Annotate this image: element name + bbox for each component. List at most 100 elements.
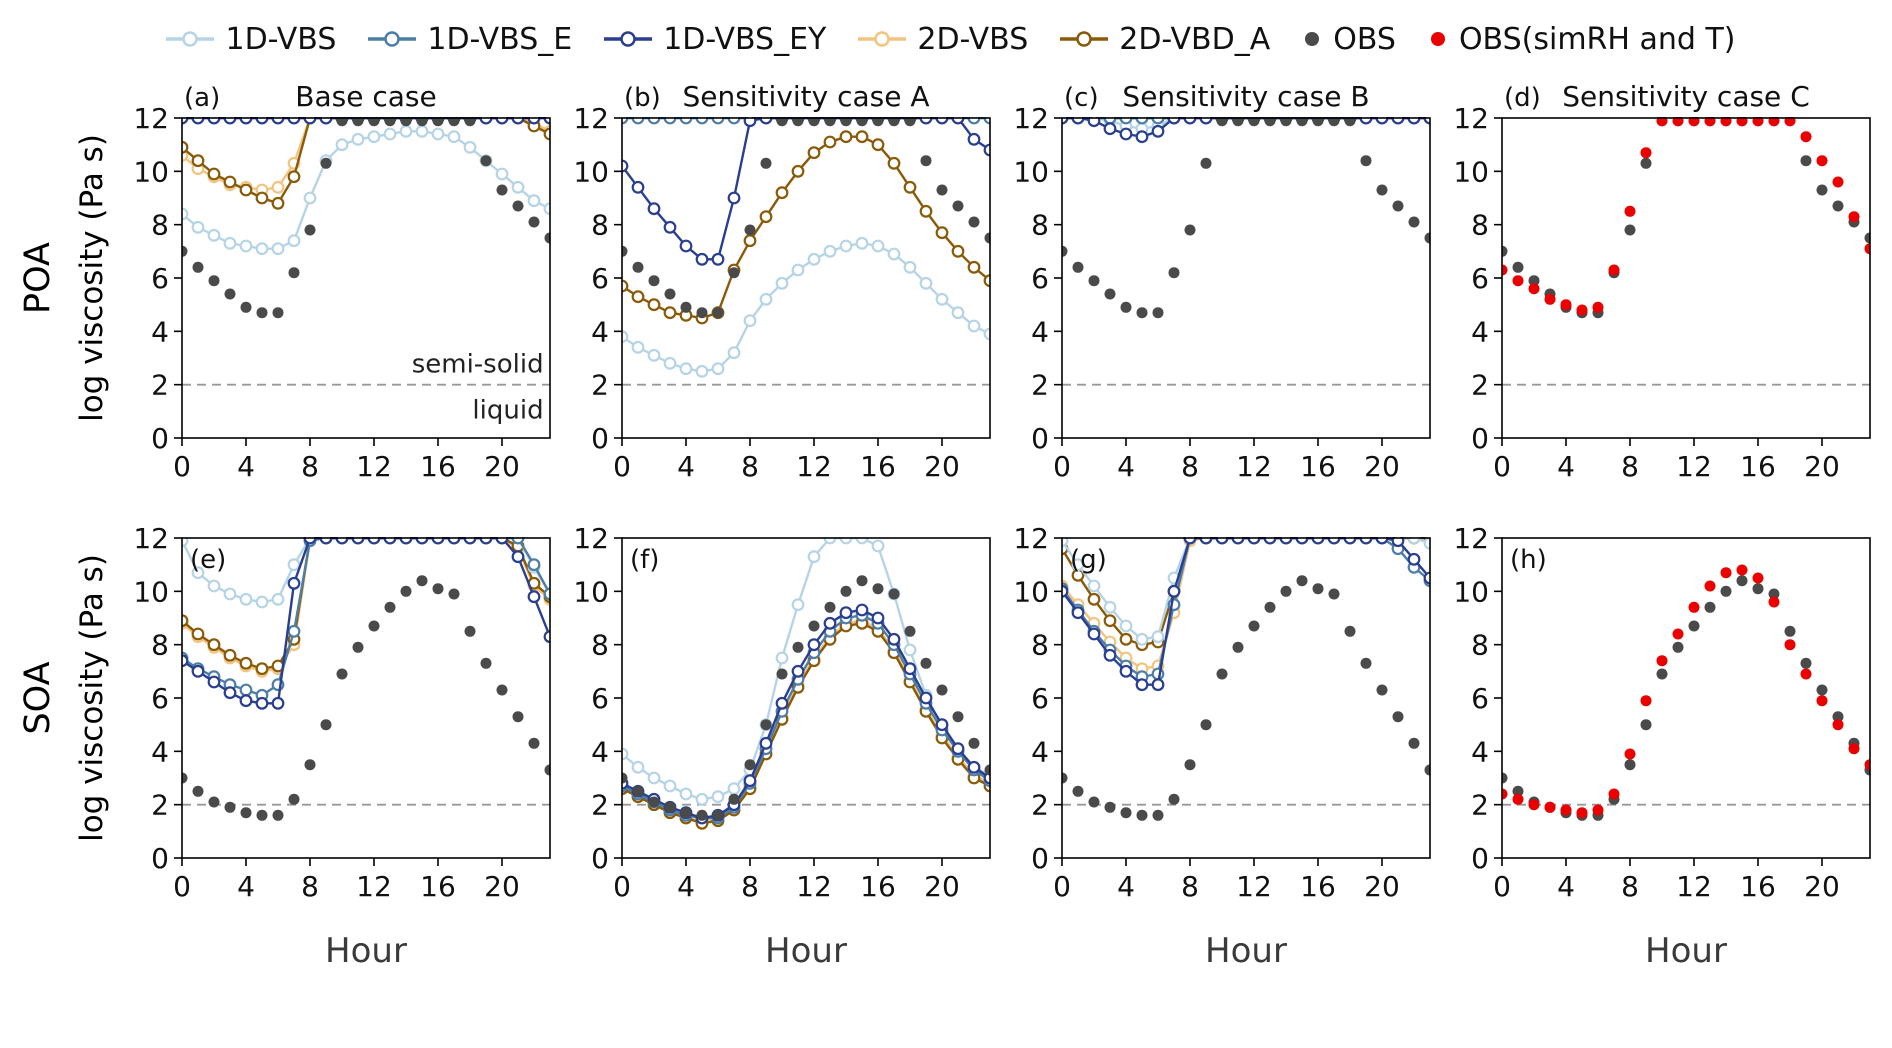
panel-letter: (g) bbox=[1070, 545, 1107, 575]
x-axis-label: Hour bbox=[1205, 931, 1287, 971]
axis-ticks: 0 4 8 12 16 20 0 2 4 6 8 10 12 bbox=[133, 522, 519, 903]
y-tick-label: 8 bbox=[1471, 209, 1489, 242]
series-layer bbox=[1502, 564, 1870, 821]
panel-g: 0 4 8 12 16 20 0 2 4 6 8 10 12 (g) Hour bbox=[1000, 498, 1440, 980]
x-tick-label: 4 bbox=[237, 870, 255, 903]
panel-e: 0 4 8 12 16 20 0 2 4 6 8 10 12 (e) Hour bbox=[120, 498, 560, 980]
x-tick-label: 20 bbox=[924, 870, 960, 903]
panel-a-chart: 0 4 8 12 16 20 0 2 4 6 8 10 12 Base case (a) semi-solid… bbox=[133, 80, 551, 483]
panel-f: 0 4 8 12 16 20 0 2 4 6 8 10 12 (f) Hour bbox=[560, 498, 1000, 980]
series-OBS bbox=[1062, 117, 1430, 319]
y-tick-label: 2 bbox=[151, 789, 169, 822]
y-tick-label: 0 bbox=[591, 842, 609, 875]
y-tick-label: 8 bbox=[591, 629, 609, 662]
x-tick-label: 20 bbox=[1804, 450, 1840, 483]
panel-letter: (h) bbox=[1510, 545, 1547, 575]
axes-frame bbox=[181, 537, 551, 859]
panel-title: Sensitivity case C bbox=[1562, 80, 1810, 113]
y-tick-label: 2 bbox=[1031, 789, 1049, 822]
series-layer bbox=[622, 117, 990, 378]
y-tick-label: 12 bbox=[133, 102, 169, 135]
x-tick-label: 12 bbox=[1236, 870, 1272, 903]
series-OBS bbox=[622, 575, 990, 821]
panel-letter: (d) bbox=[1504, 83, 1541, 113]
axes-frame bbox=[1501, 117, 1871, 439]
series-OBS bbox=[182, 575, 550, 821]
y-tick-label: 4 bbox=[591, 735, 609, 768]
y-tick-label: 10 bbox=[1453, 575, 1489, 608]
y-tick-label: 2 bbox=[1471, 789, 1489, 822]
axes-frame bbox=[1501, 537, 1871, 859]
legend-label: OBS(simRH and T) bbox=[1458, 21, 1736, 57]
y-tick-label: 0 bbox=[1471, 842, 1489, 875]
series-OBS bbox=[1062, 575, 1430, 821]
panel-g-chart: 0 4 8 12 16 20 0 2 4 6 8 10 12 (g) Hour bbox=[1013, 522, 1431, 971]
y-tick-label: 10 bbox=[133, 155, 169, 188]
x-tick-label: 20 bbox=[484, 450, 520, 483]
axis-ticks: 0 4 8 12 16 20 0 2 4 6 8 10 12 bbox=[133, 102, 519, 483]
x-tick-label: 8 bbox=[1181, 870, 1199, 903]
series-1D-VBS_E bbox=[182, 537, 550, 702]
series-layer bbox=[1062, 117, 1430, 319]
legend-label: 1D-VBS_EY bbox=[663, 21, 827, 57]
x-tick-label: 0 bbox=[173, 450, 191, 483]
series-OBS bbox=[182, 117, 550, 319]
panel-b-chart: 0 4 8 12 16 20 0 2 4 6 8 10 12 Sensitivity case A (b) bbox=[573, 80, 991, 483]
y-tick-label: 4 bbox=[151, 735, 169, 768]
axes-frame bbox=[181, 117, 551, 439]
axis-ticks: 0 4 8 12 16 20 0 2 4 6 8 10 12 bbox=[1013, 522, 1399, 903]
series-2D-VBD_A bbox=[622, 130, 990, 325]
y-tick-label: 12 bbox=[1453, 102, 1489, 135]
series-layer bbox=[182, 117, 550, 319]
panel-letter: (b) bbox=[624, 83, 661, 113]
x-tick-label: 16 bbox=[420, 870, 456, 903]
x-tick-label: 8 bbox=[741, 450, 759, 483]
legend-line-circle-icon bbox=[858, 31, 907, 47]
y-tick-label: 2 bbox=[151, 369, 169, 402]
legend-line-circle-icon bbox=[166, 31, 215, 47]
y-tick-label: 6 bbox=[151, 262, 169, 295]
y-tick-label: 2 bbox=[591, 369, 609, 402]
x-axis-label: Hour bbox=[325, 931, 407, 971]
y-tick-label: 0 bbox=[1031, 842, 1049, 875]
x-tick-label: 0 bbox=[613, 450, 631, 483]
x-tick-label: 0 bbox=[1493, 450, 1511, 483]
panel-c-chart: 0 4 8 12 16 20 0 2 4 6 8 10 12 Sensitivity case B (c) bbox=[1013, 80, 1431, 483]
series-1D-VBS bbox=[1062, 537, 1430, 646]
x-tick-label: 20 bbox=[1804, 870, 1840, 903]
y-tick-label: 8 bbox=[1031, 209, 1049, 242]
y-tick-label: 8 bbox=[1031, 629, 1049, 662]
x-tick-label: 8 bbox=[1181, 450, 1199, 483]
y-tick-label: 0 bbox=[591, 422, 609, 455]
x-tick-label: 0 bbox=[613, 870, 631, 903]
y-tick-label: 10 bbox=[573, 155, 609, 188]
panel-f-chart: 0 4 8 12 16 20 0 2 4 6 8 10 12 (f) Hour bbox=[573, 522, 991, 971]
y-tick-label: 0 bbox=[1031, 422, 1049, 455]
row-label-soa: SOA bbox=[18, 661, 58, 735]
x-tick-label: 4 bbox=[1557, 870, 1575, 903]
legend-label: 1D-VBS_E bbox=[427, 21, 573, 57]
x-tick-label: 12 bbox=[796, 870, 832, 903]
x-tick-label: 16 bbox=[1740, 450, 1776, 483]
y-tick-label: 4 bbox=[1471, 315, 1489, 348]
y-tick-label: 6 bbox=[591, 262, 609, 295]
y-axis-label-soa: log viscosity (Pa s) bbox=[74, 554, 110, 842]
y-tick-label: 4 bbox=[1031, 315, 1049, 348]
legend: 1D-VBS 1D-VBS_E 1D-VBS_EY 2D-VBS 2D-VBD_A OBS… bbox=[8, 12, 1892, 66]
axis-ticks: 0 4 8 12 16 20 0 2 4 6 8 10 12 bbox=[573, 102, 959, 483]
x-tick-label: 20 bbox=[924, 450, 960, 483]
series-OBS(simRH and T) bbox=[1502, 564, 1870, 819]
y-tick-label: 12 bbox=[1013, 522, 1049, 555]
legend-item: 1D-VBS_EY bbox=[602, 22, 826, 57]
x-tick-label: 12 bbox=[356, 870, 392, 903]
y-tick-label: 12 bbox=[573, 522, 609, 555]
y-tick-label: 4 bbox=[591, 315, 609, 348]
series-OBS(simRH and T) bbox=[1502, 117, 1870, 316]
axes-frame bbox=[621, 117, 991, 439]
y-axis-label-poa: log viscosity (Pa s) bbox=[74, 134, 110, 422]
series-OBS bbox=[622, 117, 990, 319]
x-tick-label: 8 bbox=[1621, 870, 1639, 903]
legend-dot-icon bbox=[1430, 32, 1445, 46]
x-tick-label: 4 bbox=[1117, 450, 1135, 483]
panel-strip-poa: 0 4 8 12 16 20 0 2 4 6 8 10 12 Base case (a) semi-solid… bbox=[120, 78, 1880, 490]
